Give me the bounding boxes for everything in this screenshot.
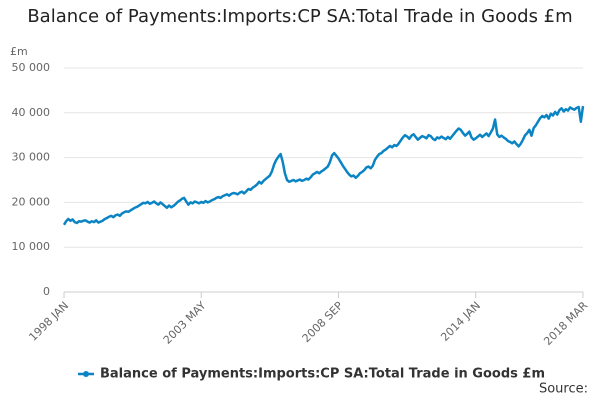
y-tick-label: 0 xyxy=(43,285,50,298)
x-tick-label: 1998 JAN xyxy=(26,299,71,344)
y-tick-label: 10 000 xyxy=(12,240,51,253)
x-tick-label: 2003 MAY xyxy=(161,299,209,347)
y-tick-label: 50 000 xyxy=(12,61,51,74)
y-unit: £m xyxy=(10,45,28,58)
legend-label: Balance of Payments:Imports:CP SA:Total … xyxy=(100,367,545,382)
legend-marker xyxy=(83,371,89,377)
x-tick-label: 2018 MAR xyxy=(541,299,590,348)
chart-title: Balance of Payments:Imports:CP SA:Total … xyxy=(27,6,573,27)
data-line xyxy=(62,105,585,226)
x-tick-label: 2014 JAN xyxy=(438,299,483,344)
y-tick-label: 20 000 xyxy=(12,195,51,208)
y-tick-label: 40 000 xyxy=(12,106,51,119)
y-tick-label: 30 000 xyxy=(12,151,51,164)
source: Source: xyxy=(539,382,588,397)
x-tick-label: 2008 SEP xyxy=(300,299,346,345)
